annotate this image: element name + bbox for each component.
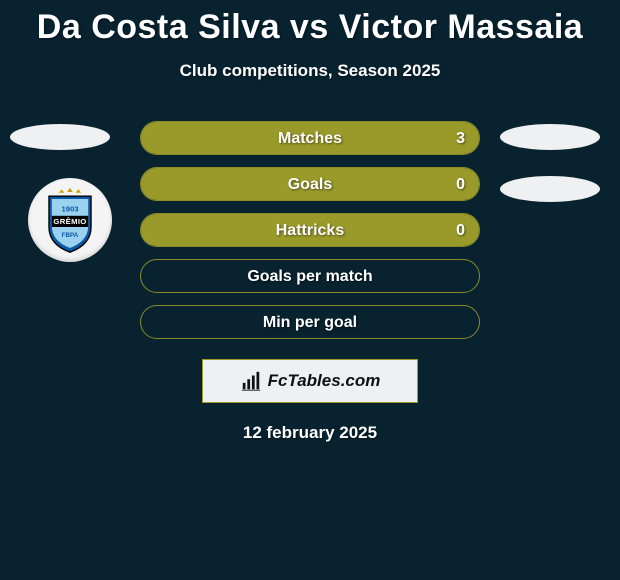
stat-bar: Goals per match <box>140 259 480 293</box>
stat-value: 3 <box>456 122 465 155</box>
bar-chart-icon <box>240 370 262 392</box>
stat-bar: Hattricks 0 <box>140 213 480 247</box>
date-label: 12 february 2025 <box>0 423 620 443</box>
stat-value: 0 <box>456 168 465 201</box>
stat-bar: Matches 3 <box>140 121 480 155</box>
stat-bar: Goals 0 <box>140 167 480 201</box>
attribution-text: FcTables.com <box>268 371 381 391</box>
stat-row: Min per goal <box>0 305 620 341</box>
stat-row: Matches 3 <box>0 121 620 157</box>
stat-row: Hattricks 0 <box>0 213 620 249</box>
stat-label: Hattricks <box>141 214 479 247</box>
stats-table: Matches 3 Goals 0 Hattricks 0 Goals per … <box>0 121 620 341</box>
stat-row: Goals 0 <box>0 167 620 203</box>
page-subtitle: Club competitions, Season 2025 <box>0 61 620 81</box>
stat-bar: Min per goal <box>140 305 480 339</box>
stat-label: Goals <box>141 168 479 201</box>
attribution: FcTables.com <box>202 359 418 403</box>
page-title: Da Costa Silva vs Victor Massaia <box>0 0 620 47</box>
stat-row: Goals per match <box>0 259 620 295</box>
stat-label: Matches <box>141 122 479 155</box>
stat-value: 0 <box>456 214 465 247</box>
stat-label: Min per goal <box>141 306 479 339</box>
stat-label: Goals per match <box>141 260 479 293</box>
